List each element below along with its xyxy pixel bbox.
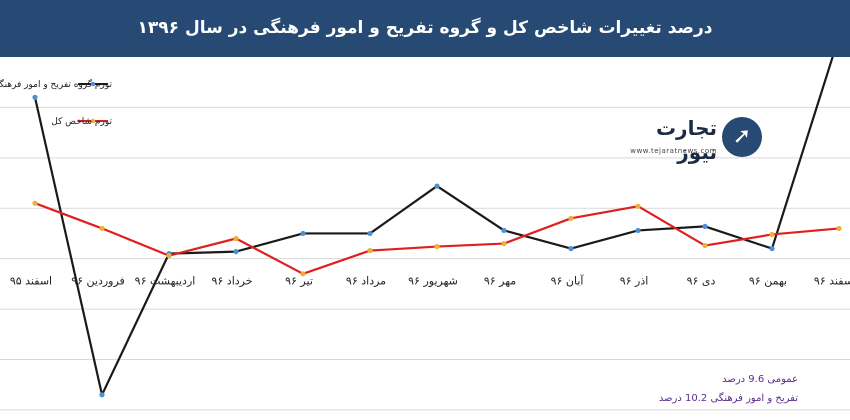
- series-1-point-6: [434, 243, 440, 250]
- series-0-point-11: [769, 245, 775, 252]
- series-1-point-4: [300, 271, 306, 277]
- series-0-point-1: [99, 392, 105, 398]
- x-tick-label-2: اردیبهشت ۹۶: [135, 275, 196, 288]
- legend-label-1: تورم شاخص کل: [51, 117, 112, 127]
- x-tick-label-7: مهر ۹۶: [484, 275, 516, 288]
- series-0-point-10: [702, 223, 708, 229]
- series-0-point-6: [434, 183, 440, 189]
- note-general-inflation: عمومی 9.6 درصد: [722, 374, 798, 385]
- x-tick-label-6: شهریور ۹۶: [408, 275, 458, 288]
- series-1-point-9: [635, 203, 641, 209]
- series-0-point-0: [32, 94, 38, 100]
- x-tick-label-0: اسفند ۹۵: [10, 275, 52, 288]
- series-1-point-12: [836, 225, 842, 232]
- title-bar: درصد تغییرات شاخص کل و گروه تفریح و امور…: [0, 0, 850, 57]
- x-tick-label-11: بهمن ۹۶: [749, 275, 787, 288]
- series-0-point-4: [300, 230, 306, 237]
- x-tick-labels: اسفند ۹۵ فروردین ۹۶ اردیبهشت ۹۶ خرداد ۹۶ تیر…: [10, 274, 850, 288]
- legend-swatch-marker-0: [90, 81, 96, 87]
- series-1-point-3: [233, 235, 239, 242]
- chart-title: درصد تغییرات شاخص کل و گروه تفریح و امور…: [137, 18, 713, 38]
- series-1-point-11: [769, 231, 775, 238]
- x-tick-label-1: فروردین ۹۶: [71, 275, 125, 288]
- series-1-point-1: [99, 225, 105, 232]
- brand-url: www.tejaratnews.com: [630, 147, 717, 155]
- markers: [32, 94, 842, 398]
- series-line-1: [34, 202, 840, 275]
- line-chart: اسفند ۹۵ فروردین ۹۶ اردیبهشت ۹۶ خرداد ۹۶ تیر…: [0, 57, 850, 411]
- x-tick-label-12: اسفند ۹۶: [814, 275, 850, 288]
- series-0-point-7: [501, 227, 507, 234]
- x-tick-label-9: اذر ۹۶: [620, 275, 649, 288]
- x-tick-label-4: تیر ۹۶: [285, 275, 313, 288]
- legend-swatch-marker-1: [90, 118, 96, 124]
- legend-label-0: تورم گروه تفریح و امور فرهنگی: [0, 78, 112, 90]
- legend: تورم گروه تفریح و امور فرهنگی تورم شاخص ک…: [0, 78, 112, 127]
- x-tick-label-8: آبان ۹۶: [551, 274, 585, 288]
- series-1-point-0: [32, 200, 38, 206]
- series-0-point-8: [568, 245, 574, 252]
- series-1-point-2: [166, 253, 172, 259]
- series-1-point-7: [501, 240, 507, 247]
- x-tick-label-10: دی ۹۶: [687, 275, 716, 288]
- x-tick-label-3: خرداد ۹۶: [211, 275, 252, 288]
- series-1-point-10: [702, 242, 708, 249]
- series-0-point-5: [367, 230, 373, 237]
- chart-arrow-icon: ➚: [722, 117, 762, 157]
- x-tick-label-5: مرداد ۹۶: [346, 275, 386, 288]
- note-recreation-inflation: تفریح و امور فرهنگی 10.2 درصد: [658, 393, 798, 404]
- series-0-point-3: [233, 249, 239, 255]
- series-1-point-5: [367, 248, 373, 254]
- series-0-point-9: [635, 227, 641, 234]
- brand-logo: ➚ تجارت نیوز www.tejaratnews.com: [630, 113, 765, 165]
- series-1-point-8: [568, 215, 574, 221]
- brand-name: تجارت نیوز: [655, 116, 717, 164]
